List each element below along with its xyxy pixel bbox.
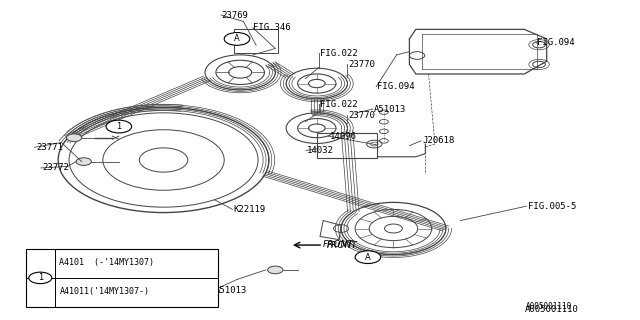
Circle shape: [355, 251, 381, 264]
Circle shape: [76, 158, 92, 165]
Circle shape: [224, 33, 250, 45]
Text: A005001110: A005001110: [524, 305, 578, 314]
Text: 23771: 23771: [36, 143, 63, 152]
Text: 23772: 23772: [42, 164, 69, 172]
Text: K22119: K22119: [234, 205, 266, 214]
Text: A51013: A51013: [214, 286, 247, 295]
Text: FIG.022: FIG.022: [320, 49, 358, 58]
Text: FIG.346: FIG.346: [253, 23, 291, 32]
Text: A41011('14MY1307-): A41011('14MY1307-): [60, 287, 150, 296]
Bar: [317, 133, 378, 158]
Text: 1: 1: [38, 273, 43, 282]
Text: 23769: 23769: [221, 11, 248, 20]
Text: A: A: [234, 35, 240, 44]
Text: A4101  (-'14MY1307): A4101 (-'14MY1307): [60, 259, 154, 268]
FancyBboxPatch shape: [26, 249, 218, 307]
Text: J20618: J20618: [422, 136, 454, 145]
Text: FIG.094: FIG.094: [378, 82, 415, 91]
Text: A005001110: A005001110: [525, 302, 572, 311]
Text: 23770: 23770: [349, 60, 376, 69]
Circle shape: [268, 266, 283, 274]
Text: A51013: A51013: [374, 105, 406, 114]
Text: FIG.022: FIG.022: [320, 100, 358, 109]
Text: 23770: 23770: [349, 111, 376, 120]
Text: FRONT: FRONT: [323, 240, 354, 249]
Text: FRONT: FRONT: [326, 241, 357, 250]
Circle shape: [106, 120, 132, 133]
Text: A: A: [365, 253, 371, 262]
Circle shape: [67, 134, 82, 141]
Circle shape: [29, 272, 52, 284]
Text: FIG.005-5: FIG.005-5: [527, 202, 576, 211]
Text: FIG.094: FIG.094: [537, 38, 575, 47]
Text: 14032: 14032: [307, 146, 334, 155]
Text: 14096: 14096: [330, 132, 356, 140]
Text: 1: 1: [116, 122, 122, 131]
